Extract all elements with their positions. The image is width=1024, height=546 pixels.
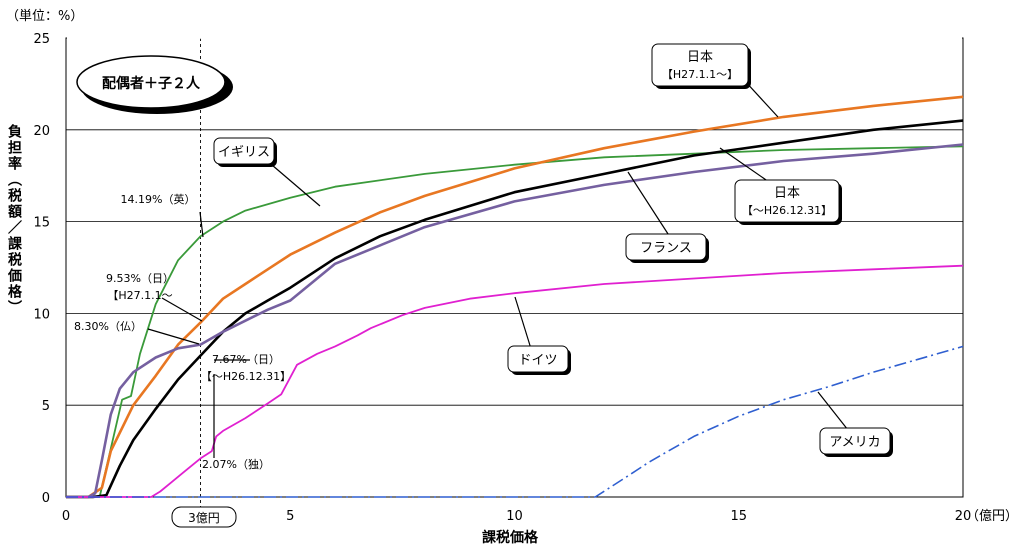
x-axis-unit: （億円） [966, 508, 1018, 524]
x-tick-label: 0 [62, 509, 70, 524]
x-tick-label: 10 [506, 509, 523, 524]
series-line-3 [66, 143, 964, 499]
callout-jp-old-text: 【〜H26.12.31】 [742, 204, 832, 217]
annotation-uk-value: 14.19%（英） [121, 192, 196, 206]
case-label: 配偶者＋子２人 [102, 75, 201, 92]
series-line-0 [66, 145, 964, 498]
series-line-5 [66, 345, 964, 498]
x-tick-label: 5 [286, 509, 294, 524]
callout-us: アメリカ [819, 427, 893, 457]
callout-us-text: アメリカ [829, 435, 880, 450]
annotation-de-value: 2.07%（独） [202, 458, 270, 471]
unit-label: （単位：%） [6, 8, 83, 24]
y-tick-label: 0 [42, 491, 50, 506]
callout-jp-old-text: 日本 [774, 186, 800, 201]
x-axis-title: 課税価格 [482, 529, 539, 546]
callout-jp-new: 日本【H27.1.1〜】 [651, 43, 751, 89]
callout-uk-text: イギリス [218, 145, 270, 160]
callout-jp-new-text: 日本 [687, 50, 713, 65]
series-line-2 [66, 119, 964, 499]
leader-line [271, 164, 321, 207]
leader-line [199, 211, 204, 238]
callout-fr-text: フランス [640, 241, 692, 256]
leader-line [161, 297, 203, 322]
callout-de: ドイツ [507, 345, 571, 375]
marker-label-box: 3億円 [171, 506, 237, 528]
callout-uk: イギリス [213, 137, 277, 167]
leader-line [627, 171, 671, 238]
series-line-1 [66, 95, 964, 499]
x-tick-label: 20 [955, 509, 972, 524]
leader-line [817, 391, 849, 431]
marker-label: 3億円 [188, 511, 220, 525]
callout-jp-old: 日本【〜H26.12.31】 [734, 179, 842, 225]
annotation-fr-value: 8.30%（仏） [74, 320, 142, 333]
annotation-jp-old-value: 【〜H26.12.31】 [201, 370, 291, 383]
series-line-4 [66, 264, 964, 498]
y-tick-label: 15 [33, 216, 50, 231]
callout-fr: フランス [625, 233, 709, 263]
annotation-jp-new-value: 9.53%（日） [106, 272, 174, 285]
y-tick-label: 25 [33, 32, 50, 47]
annotation-jp-old-value: 7.67%（日） [212, 353, 280, 366]
y-axis-title: 負担率（税額／課税価格） [6, 123, 23, 316]
leader-line [147, 328, 200, 345]
x-tick-label: 15 [730, 509, 747, 524]
leader-lines [147, 79, 849, 458]
callout-de-text: ドイツ [518, 353, 557, 368]
leader-line [514, 296, 533, 353]
y-tick-label: 10 [33, 307, 50, 322]
callout-jp-new-text: 【H27.1.1〜】 [662, 68, 738, 81]
case-label-oval: 配偶者＋子２人 [76, 55, 233, 114]
annotation-jp-new-value: 【H27.1.1〜 [107, 289, 172, 302]
y-tick-label: 5 [42, 399, 50, 414]
y-tick-label: 20 [33, 124, 50, 139]
y-axis-title-text: 負担率（税額／課税価格） [6, 123, 23, 316]
